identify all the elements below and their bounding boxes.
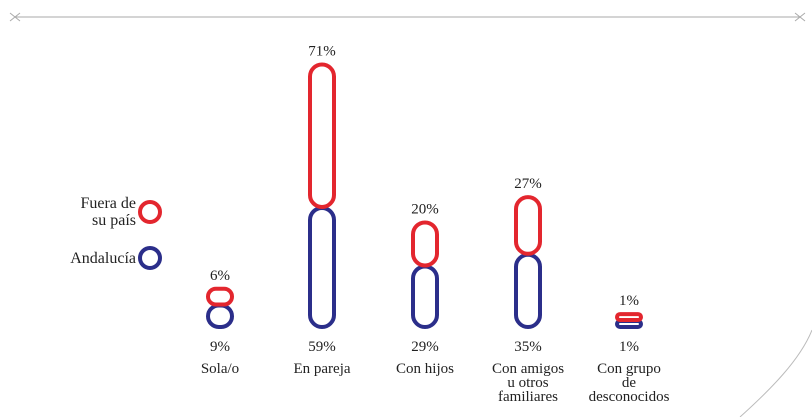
value-label: 1% [619,293,639,309]
category-label: Con amigos u otros familiares [491,361,565,405]
pill [615,312,643,323]
legend-label: Fuera de su país [80,195,136,229]
category-label: En pareja [293,361,351,377]
legend-swatch [138,200,162,224]
value-label: 27% [514,176,542,192]
category-label: Sola/o [200,361,240,377]
pill [411,264,439,330]
value-label: 59% [308,339,336,355]
pill [206,303,234,330]
pill [514,252,542,329]
pill [308,62,336,209]
value-label: 29% [411,339,439,355]
value-label: 1% [619,339,639,355]
decor-curve [739,329,812,417]
pill [514,195,542,256]
legend-swatch [138,246,162,270]
category-label: Con grupo de desconocidos [588,361,670,405]
pill [206,286,234,307]
pill [308,205,336,329]
value-label: 9% [210,339,230,355]
value-label: 71% [308,44,336,60]
value-label: 20% [411,201,439,217]
legend-label: Andalucía [70,250,136,267]
pill [411,220,439,268]
category-label: Con hijos [396,361,454,377]
rule-cross [9,12,806,22]
value-label: 35% [514,339,542,355]
value-label: 6% [210,268,230,284]
